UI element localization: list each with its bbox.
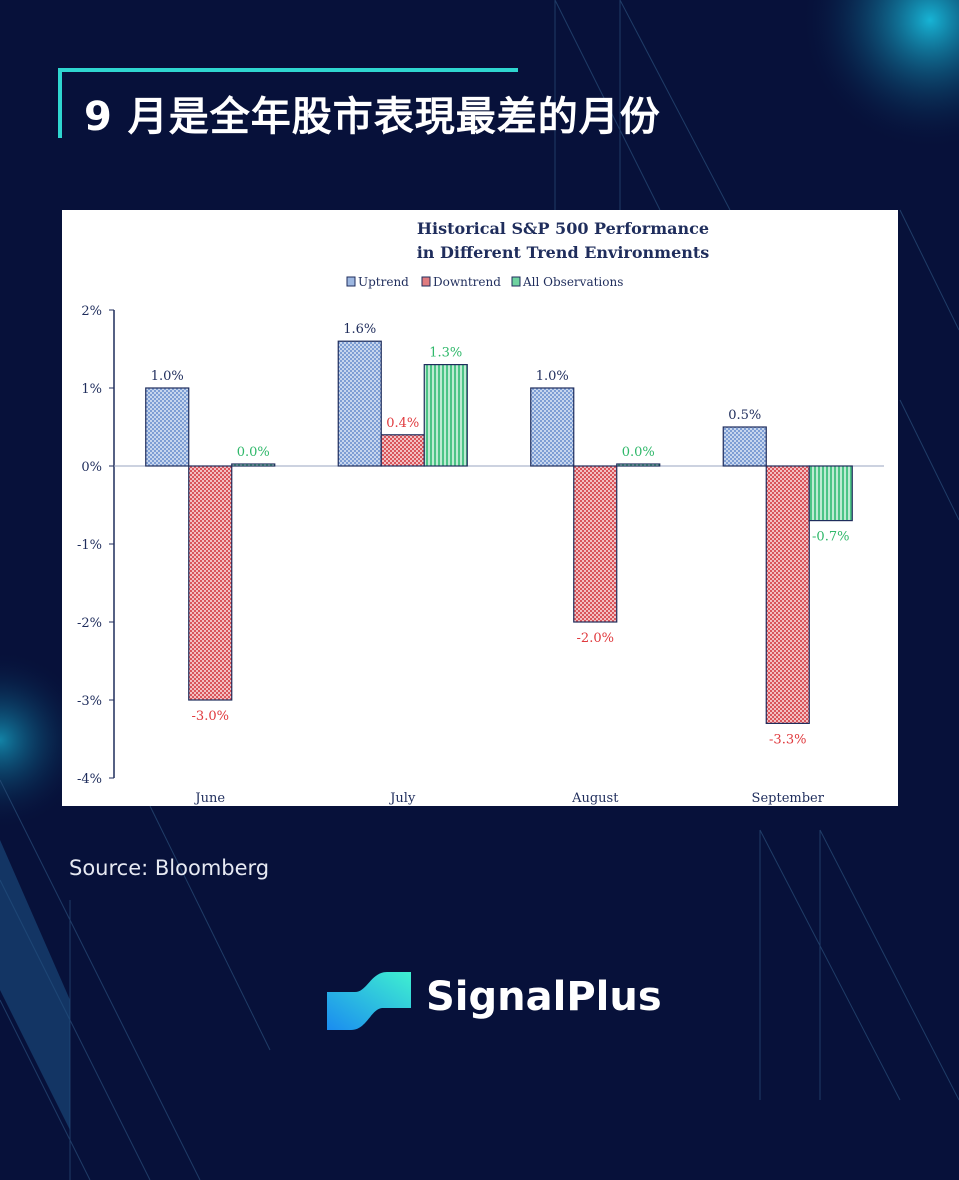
data-label: -2.0% [577, 631, 614, 646]
data-label: 0.5% [728, 408, 761, 423]
bar-uptrend [145, 387, 190, 467]
bar-downtrend [380, 434, 425, 467]
legend-swatch [346, 276, 356, 287]
y-tick-label: 0% [81, 460, 102, 475]
bar-all-observations [616, 463, 661, 467]
x-tick-label: August [571, 791, 619, 806]
x-tick-label: July [388, 791, 416, 806]
chart-subtitle: in Different Trend Environments [417, 243, 710, 262]
bar-all-observations [423, 364, 468, 467]
brand-name: SignalPlus [426, 974, 662, 1020]
data-label: -3.3% [769, 732, 806, 747]
data-label: 0.4% [386, 416, 419, 431]
data-label: -0.7% [812, 530, 849, 545]
data-label: 1.0% [536, 369, 569, 384]
x-tick-label: September [752, 791, 825, 806]
y-tick-label: -3% [77, 694, 102, 709]
data-label: 1.0% [151, 369, 184, 384]
source-note: Source: Bloomberg [69, 856, 270, 880]
legend-label: Downtrend [433, 275, 501, 289]
data-label: 1.3% [429, 346, 462, 361]
chart-title: Historical S&P 500 Performance [417, 219, 709, 238]
y-tick-label: 2% [81, 304, 102, 319]
legend: Uptrend Downtrend All Observations [346, 275, 623, 289]
legend-swatch [421, 276, 431, 287]
data-label: 1.6% [343, 322, 376, 337]
bar-downtrend [765, 465, 810, 724]
bar-uptrend [722, 426, 767, 467]
page-title: 9 月是全年股市表現最差的月份 [84, 94, 661, 140]
data-label: -3.0% [192, 709, 229, 724]
y-tick-label: -1% [77, 538, 102, 553]
bar-chart: Historical S&P 500 Performance in Differ… [77, 219, 884, 806]
bar-all-observations [231, 463, 276, 467]
y-tick-label: 1% [81, 382, 102, 397]
title-accent-bar [58, 68, 518, 72]
data-label: 0.0% [237, 445, 270, 460]
legend-swatch [511, 276, 521, 287]
legend-label: All Observations [522, 275, 623, 289]
legend-label: Uptrend [358, 275, 409, 289]
bar-uptrend [530, 387, 575, 467]
x-tick-label: June [193, 791, 225, 806]
signalplus-logo-icon [327, 972, 411, 1030]
bar-all-observations [808, 465, 853, 522]
chart-panel: Historical S&P 500 Performance in Differ… [62, 210, 898, 806]
title-accent-side [58, 68, 62, 138]
bar-uptrend [337, 340, 382, 467]
bar-downtrend [573, 465, 618, 623]
bar-downtrend [188, 465, 233, 701]
y-tick-label: -2% [77, 616, 102, 631]
y-tick-label: -4% [77, 772, 102, 787]
data-label: 0.0% [622, 445, 655, 460]
